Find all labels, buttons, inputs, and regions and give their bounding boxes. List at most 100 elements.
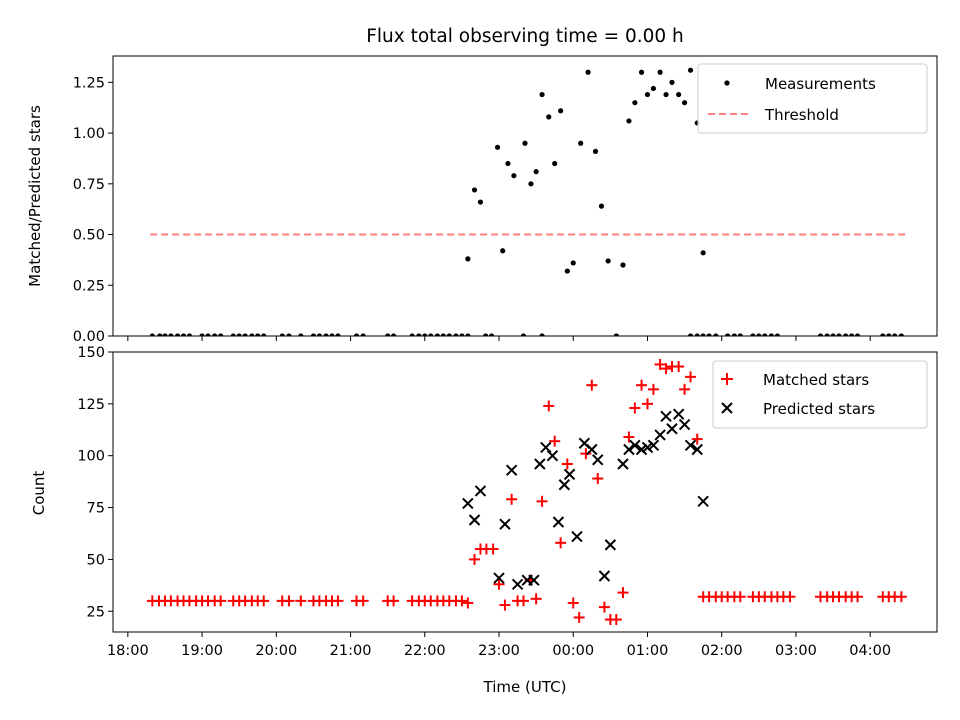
matched-star-point xyxy=(598,601,610,613)
measurement-point xyxy=(585,69,591,75)
measurement-point xyxy=(310,333,317,336)
predicted-star-point xyxy=(534,458,546,470)
measurement-point xyxy=(459,333,465,336)
measurement-point xyxy=(522,140,528,146)
measurement-point xyxy=(428,333,434,336)
top-panel-title: Flux total observing time = 0.00 h xyxy=(366,26,684,47)
legend-measurements-label: Measurements xyxy=(765,75,876,93)
matched-star-point xyxy=(487,543,499,555)
measurement-point xyxy=(886,333,892,336)
measurement-point xyxy=(750,333,756,336)
measurement-point xyxy=(440,333,446,336)
bottom-xtick-label: 01:00 xyxy=(627,643,669,659)
top-marks-clip xyxy=(149,67,906,336)
measurement-point xyxy=(230,333,236,336)
measurement-point xyxy=(465,256,471,262)
matched-star-point xyxy=(283,595,295,607)
predicted-star-point xyxy=(505,464,518,476)
matched-star-point xyxy=(895,591,907,603)
top-panel: Flux total observing time = 0.00 h 0.00 0… xyxy=(26,26,938,345)
bottom-marks-clip xyxy=(146,358,907,626)
bottom-ytick-label: 125 xyxy=(77,397,105,413)
matched-star-point xyxy=(543,400,555,412)
predicted-star-point xyxy=(647,439,660,452)
predicted-star-point xyxy=(571,530,583,543)
measurement-point xyxy=(205,333,211,336)
top-panel-marks xyxy=(149,67,906,336)
measurement-point xyxy=(898,333,904,336)
bottom-panel-axes: 25 50 75 100 125 150 18:00 19:00 20:00 21:00 22:00… xyxy=(77,345,891,659)
measurement-point xyxy=(242,333,248,336)
measurement-point xyxy=(657,69,663,75)
bottom-xtick-label: 21:00 xyxy=(330,643,372,659)
matched-star-point xyxy=(332,595,344,607)
measurement-point xyxy=(644,91,651,98)
bottom-ytick-label: 75 xyxy=(87,501,105,517)
measurement-point xyxy=(520,333,527,336)
measurement-point xyxy=(168,333,174,336)
measurement-point xyxy=(676,91,682,98)
legend-matched-marker xyxy=(721,373,733,385)
bottom-panel-marks xyxy=(146,358,907,626)
matched-star-point xyxy=(561,458,573,470)
bottom-xtick-label: 23:00 xyxy=(478,643,520,659)
bottom-panel-frame xyxy=(112,351,938,633)
top-ytick-label: 0.25 xyxy=(73,278,105,294)
predicted-star-point xyxy=(552,516,565,528)
matched-star-point xyxy=(215,595,227,607)
measurement-point xyxy=(255,333,261,336)
predicted-star-point xyxy=(493,572,505,584)
measurement-point xyxy=(605,258,611,264)
measurement-point xyxy=(700,333,706,336)
measurement-point xyxy=(650,85,657,92)
measurement-point xyxy=(471,187,478,193)
bottom-panel-ylabel: Count xyxy=(30,471,48,516)
matched-star-point xyxy=(610,614,622,626)
matched-star-point xyxy=(388,595,400,607)
predicted-star-point xyxy=(691,443,703,456)
predicted-star-point xyxy=(586,443,598,456)
measurement-point xyxy=(632,100,638,106)
predicted-star-point xyxy=(511,578,524,591)
top-ytick-label: 0.00 xyxy=(73,329,105,345)
matched-star-point xyxy=(784,591,796,603)
matched-star-point xyxy=(555,537,567,549)
top-legend: Measurements Threshold xyxy=(697,63,928,134)
bottom-ytick-label: 150 xyxy=(77,345,105,361)
measurement-point xyxy=(687,67,694,73)
measurement-point xyxy=(817,333,824,336)
measurement-point xyxy=(620,262,626,268)
measurement-point xyxy=(453,333,459,336)
matched-star-point xyxy=(456,595,468,607)
matched-star-point xyxy=(295,595,307,607)
measurement-point xyxy=(391,333,397,336)
matched-star-point xyxy=(641,398,653,410)
measurement-point xyxy=(186,333,193,336)
measurement-point xyxy=(830,333,836,336)
bottom-xtick-label: 20:00 xyxy=(255,643,297,659)
matched-star-point xyxy=(357,595,369,607)
measurement-point xyxy=(613,333,619,336)
measurement-point xyxy=(687,333,694,336)
measurement-point xyxy=(360,333,366,336)
measurement-point xyxy=(854,333,861,336)
matched-star-point xyxy=(462,597,474,609)
bottom-legend: Matched stars Predicted stars xyxy=(712,360,928,429)
measurement-point xyxy=(552,160,558,167)
measurement-point xyxy=(836,333,842,336)
measurement-point xyxy=(564,268,570,274)
measurement-point xyxy=(682,100,688,106)
top-panel-frame xyxy=(112,55,938,337)
predicted-star-point xyxy=(558,479,571,491)
measurement-point xyxy=(824,333,830,336)
bottom-ytick-label: 25 xyxy=(87,604,105,620)
measurement-point xyxy=(539,333,545,336)
bottom-xtick-label: 19:00 xyxy=(181,643,223,659)
top-ytick-label: 0.50 xyxy=(73,228,105,244)
legend-measurements-marker xyxy=(724,80,730,86)
predicted-star-point xyxy=(672,408,685,420)
measurement-point xyxy=(558,108,564,114)
matched-star-point xyxy=(673,361,685,373)
matched-star-point xyxy=(636,379,648,391)
